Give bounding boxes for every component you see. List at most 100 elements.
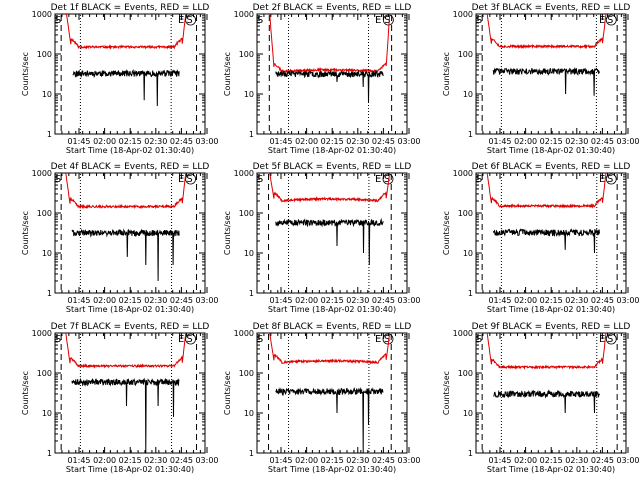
saa-end-circle bbox=[185, 333, 197, 345]
y-tick-label: 1 bbox=[249, 130, 254, 139]
series-lld-red-line bbox=[269, 172, 391, 203]
y-tick-label: 100 bbox=[458, 50, 473, 59]
saa-end-marker: S bbox=[384, 174, 390, 185]
y-tick-label: 1000 bbox=[453, 10, 473, 19]
saa-end-circle bbox=[185, 173, 197, 185]
y-tick-label: 1 bbox=[249, 289, 254, 298]
series-lld-red-line bbox=[65, 172, 187, 210]
y-tick-label: 1 bbox=[47, 449, 52, 458]
y-tick-label: 1 bbox=[468, 289, 473, 298]
x-tick-label: 02:45 bbox=[372, 137, 395, 146]
series-events-black-line bbox=[493, 389, 600, 414]
x-tick-label: 03:00 bbox=[397, 296, 420, 305]
x-tick-label: 02:45 bbox=[170, 137, 193, 146]
x-tick-label: 02:00 bbox=[514, 456, 537, 465]
chart-panel-det8: Det 8f BLACK = Events, RED = LLD 1 10 100 10… bbox=[223, 322, 421, 474]
x-tick-label: 02:45 bbox=[591, 137, 614, 146]
x-tick-label: 01:45 bbox=[488, 137, 511, 146]
saa-start-marker: S bbox=[55, 15, 61, 26]
x-tick-label: 01:45 bbox=[488, 456, 511, 465]
y-tick-label: 100 bbox=[239, 209, 254, 218]
x-tick-label: 02:15 bbox=[321, 456, 344, 465]
eclipse-marker: E bbox=[375, 15, 381, 26]
x-tick-label: 01:45 bbox=[67, 296, 90, 305]
y-tick-label: 10 bbox=[463, 90, 473, 99]
y-tick-label: 100 bbox=[37, 209, 52, 218]
x-tick-label: 02:30 bbox=[565, 456, 588, 465]
eclipse-marker: E bbox=[599, 15, 605, 26]
y-tick-label: 1 bbox=[468, 130, 473, 139]
x-tick-label: 01:45 bbox=[67, 137, 90, 146]
x-tick-label: 02:15 bbox=[321, 137, 344, 146]
x-axis-label: Start Time (18-Apr-02 01:30:40) bbox=[66, 465, 194, 474]
y-axis-label: Counts/sec bbox=[21, 371, 30, 415]
chart-panel-det6: Det 6f BLACK = Events, RED = LLD 1 10 100 10… bbox=[442, 162, 640, 314]
saa-end-marker: S bbox=[384, 334, 390, 345]
x-tick-label: 02:00 bbox=[93, 296, 116, 305]
x-tick-label: 02:00 bbox=[295, 296, 318, 305]
chart-panel-det3: Det 3f BLACK = Events, RED = LLD 1 10 100 10… bbox=[442, 3, 640, 155]
x-tick-label: 02:45 bbox=[170, 456, 193, 465]
x-tick-label: 02:00 bbox=[93, 137, 116, 146]
x-tick-label: 02:15 bbox=[119, 137, 142, 146]
series-events-black-line bbox=[275, 69, 384, 103]
x-tick-label: 02:30 bbox=[144, 296, 167, 305]
series-events-black-line bbox=[492, 67, 600, 96]
x-tick-label: 02:30 bbox=[346, 137, 369, 146]
x-tick-label: 03:00 bbox=[616, 296, 639, 305]
saa-end-marker: S bbox=[186, 15, 192, 26]
x-tick-label: 02:30 bbox=[144, 137, 167, 146]
x-tick-label: 03:00 bbox=[195, 296, 218, 305]
y-tick-label: 10 bbox=[42, 90, 52, 99]
x-axis-label: Start Time (18-Apr-02 01:30:40) bbox=[268, 146, 396, 155]
saa-start-marker: S bbox=[257, 174, 263, 185]
y-tick-label: 1000 bbox=[32, 329, 52, 338]
x-tick-label: 02:00 bbox=[295, 137, 318, 146]
series-events-black-line bbox=[72, 68, 180, 107]
saa-start-marker: S bbox=[476, 334, 482, 345]
y-axis-label: Counts/sec bbox=[223, 52, 232, 96]
y-tick-label: 100 bbox=[37, 369, 52, 378]
y-tick-label: 1000 bbox=[453, 169, 473, 178]
x-tick-label: 01:45 bbox=[67, 456, 90, 465]
x-tick-label: 02:30 bbox=[346, 296, 369, 305]
y-tick-label: 100 bbox=[239, 50, 254, 59]
y-tick-label: 100 bbox=[458, 209, 473, 218]
saa-end-marker: S bbox=[607, 15, 613, 26]
series-lld-red-line bbox=[486, 172, 607, 209]
saa-end-circle bbox=[605, 14, 617, 26]
series-events-black-line bbox=[275, 217, 384, 266]
x-tick-label: 02:45 bbox=[372, 296, 395, 305]
saa-end-circle bbox=[605, 333, 617, 345]
y-tick-label: 1000 bbox=[234, 10, 254, 19]
x-tick-label: 02:00 bbox=[93, 456, 116, 465]
y-axis-label: Counts/sec bbox=[223, 211, 232, 255]
y-axis-label: Counts/sec bbox=[442, 211, 451, 255]
x-tick-label: 01:45 bbox=[269, 137, 292, 146]
y-tick-label: 1000 bbox=[32, 169, 52, 178]
x-tick-label: 02:45 bbox=[372, 456, 395, 465]
y-axis-label: Counts/sec bbox=[21, 211, 30, 255]
x-tick-label: 02:45 bbox=[591, 456, 614, 465]
x-tick-label: 02:30 bbox=[346, 456, 369, 465]
x-tick-label: 02:15 bbox=[540, 296, 563, 305]
x-tick-label: 02:45 bbox=[591, 296, 614, 305]
x-tick-label: 03:00 bbox=[397, 137, 420, 146]
y-axis-label: Counts/sec bbox=[442, 371, 451, 415]
y-tick-label: 1000 bbox=[32, 10, 52, 19]
y-tick-label: 10 bbox=[244, 409, 254, 418]
saa-end-circle bbox=[382, 14, 394, 26]
y-tick-label: 10 bbox=[463, 409, 473, 418]
y-axis-label: Counts/sec bbox=[223, 371, 232, 415]
eclipse-marker: E bbox=[375, 334, 381, 345]
x-tick-label: 01:45 bbox=[269, 296, 292, 305]
series-lld-red-line bbox=[486, 13, 607, 50]
saa-start-marker: S bbox=[476, 15, 482, 26]
plot-frame bbox=[256, 172, 408, 294]
chart-panel-det7: Det 7f BLACK = Events, RED = LLD 1 10 100 10… bbox=[21, 322, 219, 474]
y-tick-label: 10 bbox=[244, 90, 254, 99]
chart-title: Det 5f BLACK = Events, RED = LLD bbox=[253, 162, 412, 172]
chart-title: Det 6f BLACK = Events, RED = LLD bbox=[472, 162, 631, 172]
series-lld-red-line bbox=[269, 332, 391, 365]
chart-title: Det 3f BLACK = Events, RED = LLD bbox=[472, 3, 631, 13]
